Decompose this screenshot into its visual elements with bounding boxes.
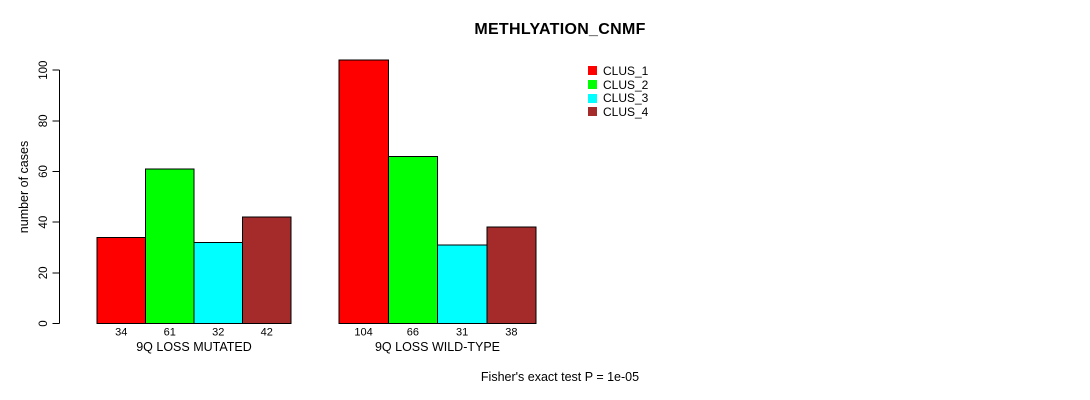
legend-item: CLUS_1 — [588, 64, 648, 78]
y-tick-label: 100 — [38, 61, 50, 80]
bar-value-label: 61 — [164, 327, 176, 339]
bar-CLUS_3 — [193, 241, 243, 324]
y-tick-label: 20 — [38, 266, 50, 279]
legend-label: CLUS_3 — [603, 91, 649, 106]
bar-CLUS_1 — [338, 59, 389, 324]
bar-CLUS_1 — [96, 236, 146, 324]
legend-swatch-icon — [588, 107, 597, 117]
bar-CLUS_2 — [387, 155, 438, 324]
legend-label: CLUS_4 — [603, 104, 649, 119]
y-tick-label: 40 — [38, 216, 50, 229]
legend: CLUS_1 CLUS_2 CLUS_3 CLUS_4 — [588, 64, 648, 119]
bar-value-label: 42 — [261, 327, 273, 339]
bar-value-label: 38 — [505, 327, 517, 339]
legend-swatch-icon — [588, 93, 597, 103]
bar-CLUS_4 — [486, 226, 537, 324]
bar-CLUS_2 — [145, 168, 195, 324]
bar-value-label: 66 — [407, 327, 419, 339]
legend-item: CLUS_2 — [588, 78, 648, 92]
legend-label: CLUS_2 — [603, 77, 649, 92]
bar-CLUS_4 — [242, 216, 292, 325]
legend-item: CLUS_3 — [588, 91, 648, 105]
y-tick-label: 0 — [38, 320, 50, 326]
legend-swatch-icon — [588, 66, 597, 76]
bar-value-label: 104 — [354, 327, 372, 339]
legend-swatch-icon — [588, 80, 597, 90]
y-tick-label: 80 — [38, 114, 50, 127]
x-category-label: 9Q LOSS MUTATED — [136, 340, 252, 354]
bar-CLUS_3 — [437, 244, 488, 324]
y-tick-label: 60 — [38, 165, 50, 178]
bar-value-label: 34 — [115, 327, 127, 339]
legend-item: CLUS_4 — [588, 105, 648, 119]
legend-label: CLUS_1 — [603, 63, 649, 78]
bar-value-label: 32 — [212, 327, 224, 339]
bar-value-label: 31 — [456, 327, 468, 339]
chart-title: METHLYATION_CNMF — [474, 21, 646, 38]
fisher-test-annotation: Fisher's exact test P = 1e-05 — [480, 370, 640, 384]
x-category-label: 9Q LOSS WILD-TYPE — [375, 340, 500, 354]
